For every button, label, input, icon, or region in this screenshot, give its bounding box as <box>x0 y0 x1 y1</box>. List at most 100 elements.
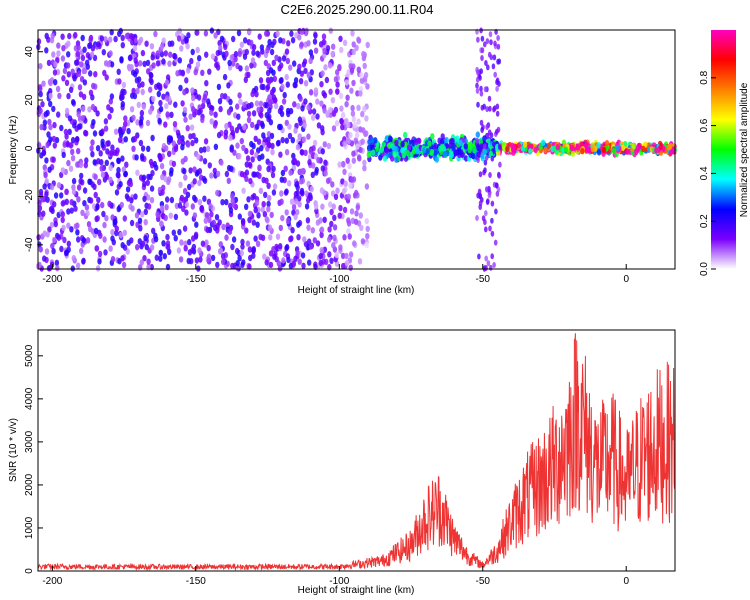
spectrogram-cell <box>231 35 236 43</box>
spectrogram-cell <box>293 198 299 205</box>
spectrogram-cell <box>88 36 93 44</box>
spectrogram-cell <box>173 213 179 221</box>
spectrogram-cell <box>164 145 169 152</box>
spectrogram-cell <box>183 245 188 252</box>
spectrogram-cell <box>119 201 125 209</box>
spectrogram-cell <box>38 62 43 70</box>
spectrogram-cell <box>82 46 87 53</box>
spectrogram-cell <box>351 157 356 164</box>
spectrogram-cell <box>625 148 630 155</box>
spectrogram-cell <box>320 70 325 77</box>
spectrogram-cell <box>480 127 484 133</box>
spectrogram-cell <box>246 110 252 118</box>
spectrogram-cell <box>163 214 168 222</box>
spectrogram-cell <box>353 218 359 225</box>
spectrogram-cell <box>286 110 291 118</box>
spectrogram-cell <box>82 200 87 207</box>
spectrogram-cell <box>315 98 320 105</box>
spectrogram-cell <box>498 161 502 168</box>
spectrogram-cell <box>77 84 83 91</box>
spectrogram-cell <box>129 33 134 40</box>
spectrogram-cell <box>215 170 221 178</box>
spectrogram-cell <box>138 119 144 126</box>
spectrogram-cell <box>197 55 202 62</box>
spectrogram-cell <box>297 201 302 208</box>
spectrogram-cell <box>143 208 148 215</box>
spectrogram-cell <box>394 156 399 163</box>
spectrogram-cell <box>64 249 70 256</box>
spectrogram-cell <box>190 105 196 113</box>
spectrogram-cell <box>641 145 646 153</box>
colorbar-tick-label: 0.8 <box>699 70 710 84</box>
spectrogram-cell <box>451 145 456 152</box>
spectrogram-cell <box>615 144 620 152</box>
spectrogram-cell <box>267 99 272 106</box>
spectrogram-cell <box>107 200 112 207</box>
spectrogram-cell <box>308 57 313 65</box>
snr-y-ticks: 0 1000 2000 3000 4000 5000 <box>24 344 43 574</box>
spectrogram-cell <box>258 187 264 194</box>
spectrogram-cell <box>339 117 344 125</box>
spectrogram-cell <box>348 132 353 139</box>
spectrogram-cell <box>311 145 316 152</box>
spectrogram-cell <box>56 182 62 189</box>
spectrogram-cell <box>260 48 265 55</box>
spectrogram-cell <box>84 157 89 164</box>
spectrogram-cell <box>183 116 188 123</box>
spectrogram-cell <box>265 83 271 91</box>
spectrogram-cell <box>331 110 337 117</box>
spectrogram-cell <box>244 48 249 56</box>
spectrogram-cell <box>298 95 303 102</box>
spectrogram-cell <box>66 51 71 58</box>
spectrogram-cell <box>289 30 294 37</box>
spectrogram-cell <box>268 261 274 269</box>
spectrogram-cell <box>130 92 135 99</box>
spectrogram-cell <box>93 227 99 235</box>
spectrogram-cell <box>488 150 494 158</box>
spectrogram-cell <box>81 105 86 113</box>
spectrogram-cell <box>484 186 489 193</box>
spectrogram-cell <box>120 155 125 162</box>
spectrogram-cell <box>251 219 256 226</box>
spectrogram-cell <box>43 171 48 179</box>
spectrogram-cell <box>332 214 337 221</box>
spectrogram-cell <box>266 182 271 189</box>
spectrogram-cell <box>278 37 283 44</box>
spectrogram-cell <box>229 146 234 153</box>
spectrogram-cell <box>193 231 199 238</box>
spectrogram-cell <box>70 136 76 144</box>
spectrogram-cell <box>307 238 312 245</box>
spectrogram-cell <box>313 87 319 94</box>
spectrogram-cell <box>288 236 293 243</box>
spectrogram-cell <box>555 144 560 151</box>
spectrogram-cell <box>194 257 200 264</box>
spectrogram-cell <box>350 30 355 37</box>
spectrogram-cell <box>250 156 255 163</box>
spectrogram-cell <box>141 103 146 110</box>
spectrogram-cell <box>95 204 100 211</box>
spectrogram-cell <box>313 32 318 39</box>
spectrogram-cell <box>45 141 50 148</box>
spectrogram-cell <box>129 219 135 227</box>
spectrogram-cell <box>306 104 311 111</box>
spectrogram-cell <box>146 203 152 210</box>
spectrogram-cell <box>497 144 502 150</box>
spectrogram-cell <box>346 217 351 224</box>
spectrogram-cell <box>425 148 430 155</box>
spectrogram-cell <box>257 33 262 40</box>
spectrogram-cell <box>92 130 98 137</box>
spectrogram-cell <box>216 83 222 91</box>
spectrogram-cell <box>327 236 332 243</box>
spectrogram-cell <box>266 165 271 173</box>
spectrogram-cell <box>263 191 268 199</box>
spectrogram-cell <box>187 238 192 246</box>
spectrogram-cell <box>543 146 548 153</box>
spectrogram-cell <box>148 86 153 93</box>
spectrogram-cell <box>273 97 278 104</box>
spectrogram-cell <box>430 133 435 140</box>
spectrogram-cell <box>129 197 134 204</box>
spectrogram-cell <box>112 218 117 226</box>
spectrogram-cell <box>78 91 84 98</box>
spectrogram-cell <box>218 105 223 113</box>
spectrogram-cell <box>349 87 354 94</box>
